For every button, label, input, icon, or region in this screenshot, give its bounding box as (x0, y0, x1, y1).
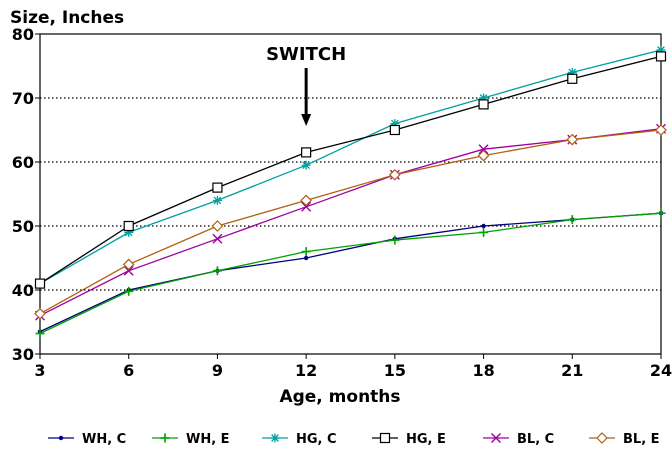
legend-item: BL, E (589, 432, 660, 447)
data-point (122, 258, 135, 271)
legend-label: HG, E (406, 432, 446, 447)
data-point (596, 432, 608, 444)
data-point (477, 149, 490, 162)
series-line (39, 129, 662, 315)
switch-arrow-head (301, 114, 312, 126)
data-point (479, 227, 489, 237)
data-point (390, 235, 400, 245)
data-point-stroke (271, 434, 279, 442)
plot-frame (39, 33, 662, 355)
data-point (300, 194, 312, 207)
series-bl-e (34, 124, 667, 320)
x-tick-label: 12 (295, 361, 317, 380)
y-tick-labels: 30 40 50 60 70 80 (12, 25, 34, 364)
data-point (389, 168, 401, 181)
data-point (566, 133, 579, 146)
y-tick-label: 70 (12, 89, 34, 108)
data-point (655, 124, 667, 136)
legend-label: WH, C (82, 432, 126, 447)
data-point-stroke (212, 233, 223, 244)
series-line (39, 128, 662, 317)
y-tick-label: 30 (12, 345, 34, 364)
data-point (58, 435, 64, 441)
data-point (567, 215, 577, 225)
data-point (301, 247, 311, 257)
x-tick-label: 6 (123, 361, 134, 380)
legend-item: HG, E (372, 432, 446, 447)
data-point (34, 278, 46, 289)
series-group (34, 45, 667, 339)
data-point (124, 286, 134, 296)
data-point (481, 223, 486, 229)
data-point-stroke (213, 196, 222, 205)
x-tick-label: 15 (384, 361, 406, 380)
legend-item: WH, E (152, 432, 230, 447)
data-point (123, 220, 134, 232)
data-point (301, 147, 312, 158)
data-point (270, 433, 280, 443)
switch-label: SWITCH (266, 44, 346, 65)
x-tick-label: 18 (472, 361, 494, 380)
y-tick-label: 80 (12, 25, 34, 44)
axes (35, 33, 662, 359)
data-point-stroke (123, 265, 134, 276)
data-point (160, 433, 170, 443)
x-tick-labels: 3 6 9 12 15 18 21 24 (34, 361, 672, 380)
x-tick-label: 3 (34, 361, 45, 380)
legend-item: WH, C (48, 432, 126, 447)
data-point (478, 144, 489, 155)
x-tick-label: 9 (212, 361, 223, 380)
data-point (212, 233, 223, 244)
y-tick-label: 60 (12, 153, 34, 172)
x-axis-title: Age, months (279, 387, 400, 407)
data-point (655, 51, 667, 62)
data-point (303, 255, 309, 261)
gridlines (40, 97, 661, 291)
data-point-stroke (478, 144, 489, 155)
data-point (211, 220, 224, 232)
data-point (301, 160, 311, 170)
data-point (35, 329, 45, 339)
data-point (301, 201, 312, 212)
x-tick-label: 24 (650, 361, 672, 380)
series-wh-e (35, 208, 666, 339)
data-point-stroke (301, 201, 312, 212)
legend: WH, C WH, E HG, C HG, E BL, C BL, E (48, 432, 660, 447)
x-tick-label: 21 (561, 361, 583, 380)
data-point (478, 99, 489, 110)
y-axis-title: Size, Inches (10, 8, 124, 28)
y-tick-label: 40 (12, 281, 34, 300)
switch-annotation: SWITCH (266, 44, 346, 126)
data-point (212, 266, 222, 276)
series-hg-c (35, 45, 666, 289)
data-point (379, 432, 391, 444)
series-line (39, 55, 662, 285)
data-point (34, 307, 46, 320)
data-point (656, 208, 666, 218)
series-line (39, 212, 662, 333)
series-hg-e (34, 51, 667, 289)
legend-label: BL, C (517, 432, 554, 447)
data-point (389, 124, 400, 136)
series-line (39, 212, 662, 335)
data-point (212, 182, 223, 193)
series-line (39, 49, 662, 285)
data-point-stroke (302, 161, 310, 170)
legend-label: BL, E (623, 432, 660, 447)
legend-item: BL, C (483, 432, 554, 447)
data-point (567, 73, 578, 84)
data-point (123, 265, 134, 276)
data-point (212, 195, 222, 205)
data-point-stroke (491, 433, 501, 443)
data-point (491, 433, 501, 443)
legend-label: WH, E (186, 432, 230, 447)
legend-label: HG, C (296, 432, 337, 447)
y-tick-label: 50 (12, 217, 34, 236)
legend-item: HG, C (262, 432, 337, 447)
